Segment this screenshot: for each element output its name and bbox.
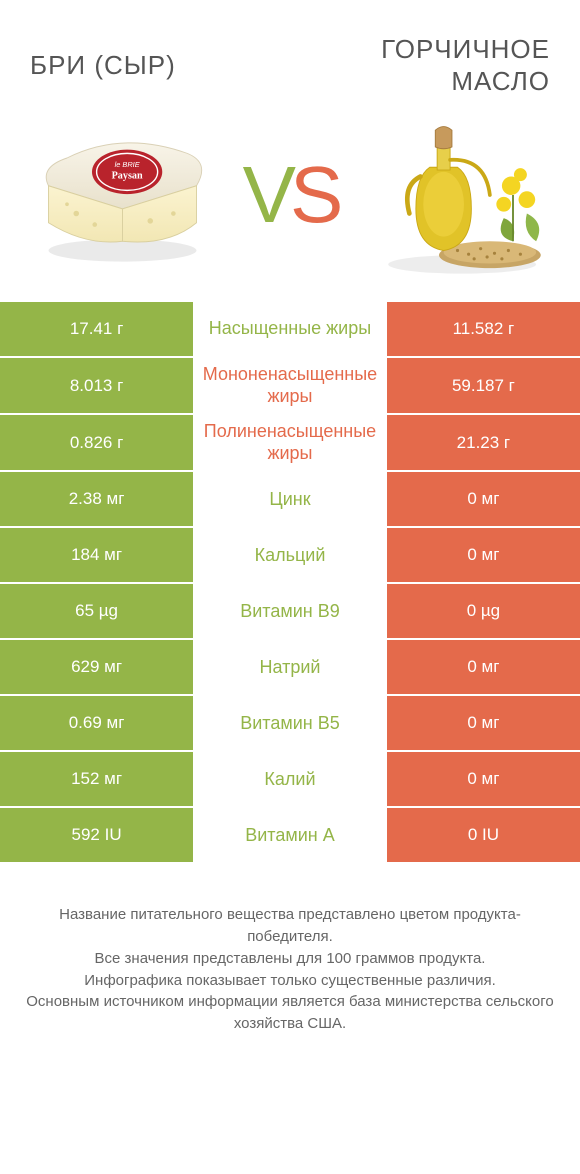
left-value: 152 мг — [0, 752, 193, 806]
nutrient-label: Кальций — [193, 528, 387, 582]
nutrient-label: Калий — [193, 752, 387, 806]
right-value: 0 мг — [387, 752, 580, 806]
table-row: 8.013 гМононенасыщенные жиры59.187 г — [0, 358, 580, 415]
right-value: 0 мг — [387, 472, 580, 526]
right-value: 0 мг — [387, 640, 580, 694]
hero-row: le BRIE Paysan VS — [0, 110, 580, 300]
nutrient-label: Витамин B9 — [193, 584, 387, 638]
left-value: 2.38 мг — [0, 472, 193, 526]
table-row: 0.826 гПолиненасыщенные жиры21.23 г — [0, 415, 580, 472]
right-value: 59.187 г — [387, 358, 580, 413]
nutrient-label: Мононенасыщенные жиры — [193, 358, 387, 413]
nutrient-label: Витамин A — [193, 808, 387, 862]
left-value: 17.41 г — [0, 302, 193, 356]
svg-text:le BRIE: le BRIE — [115, 160, 140, 169]
right-value: 11.582 г — [387, 302, 580, 356]
comparison-table: 17.41 гНасыщенные жиры11.582 г8.013 гМон… — [0, 300, 580, 864]
left-value: 184 мг — [0, 528, 193, 582]
right-value: 0 IU — [387, 808, 580, 862]
footer-text: Название питательного вещества представл… — [0, 864, 580, 1035]
left-product-image: le BRIE Paysan — [30, 113, 215, 278]
vs-v: V — [243, 150, 290, 239]
svg-text:Paysan: Paysan — [112, 170, 143, 181]
right-product-title: ГОРЧИЧНОЕ МАСЛО — [316, 33, 550, 98]
left-value: 8.013 г — [0, 358, 193, 413]
table-row: 629 мгНатрий0 мг — [0, 640, 580, 696]
comparison-infographic: БРИ (СЫР) ГОРЧИЧНОЕ МАСЛО — [0, 0, 580, 1174]
table-row: 184 мгКальций0 мг — [0, 528, 580, 584]
vs-label: VS — [243, 155, 338, 235]
table-row: 0.69 мгВитамин B50 мг — [0, 696, 580, 752]
left-product-title: БРИ (СЫР) — [30, 49, 264, 82]
table-row: 592 IUВитамин A0 IU — [0, 808, 580, 864]
nutrient-label: Полиненасыщенные жиры — [193, 415, 387, 470]
title-row: БРИ (СЫР) ГОРЧИЧНОЕ МАСЛО — [0, 0, 580, 110]
nutrient-label: Натрий — [193, 640, 387, 694]
left-value: 0.826 г — [0, 415, 193, 470]
left-value: 629 мг — [0, 640, 193, 694]
right-value: 0 µg — [387, 584, 580, 638]
left-value: 592 IU — [0, 808, 193, 862]
nutrient-label: Насыщенные жиры — [193, 302, 387, 356]
table-row: 65 µgВитамин B90 µg — [0, 584, 580, 640]
right-value: 0 мг — [387, 696, 580, 750]
table-row: 2.38 мгЦинк0 мг — [0, 472, 580, 528]
left-value: 0.69 мг — [0, 696, 193, 750]
right-value: 21.23 г — [387, 415, 580, 470]
table-row: 152 мгКалий0 мг — [0, 752, 580, 808]
right-product-image — [365, 113, 550, 278]
left-value: 65 µg — [0, 584, 193, 638]
right-value: 0 мг — [387, 528, 580, 582]
vs-s: S — [290, 150, 337, 239]
nutrient-label: Цинк — [193, 472, 387, 526]
table-row: 17.41 гНасыщенные жиры11.582 г — [0, 302, 580, 358]
nutrient-label: Витамин B5 — [193, 696, 387, 750]
